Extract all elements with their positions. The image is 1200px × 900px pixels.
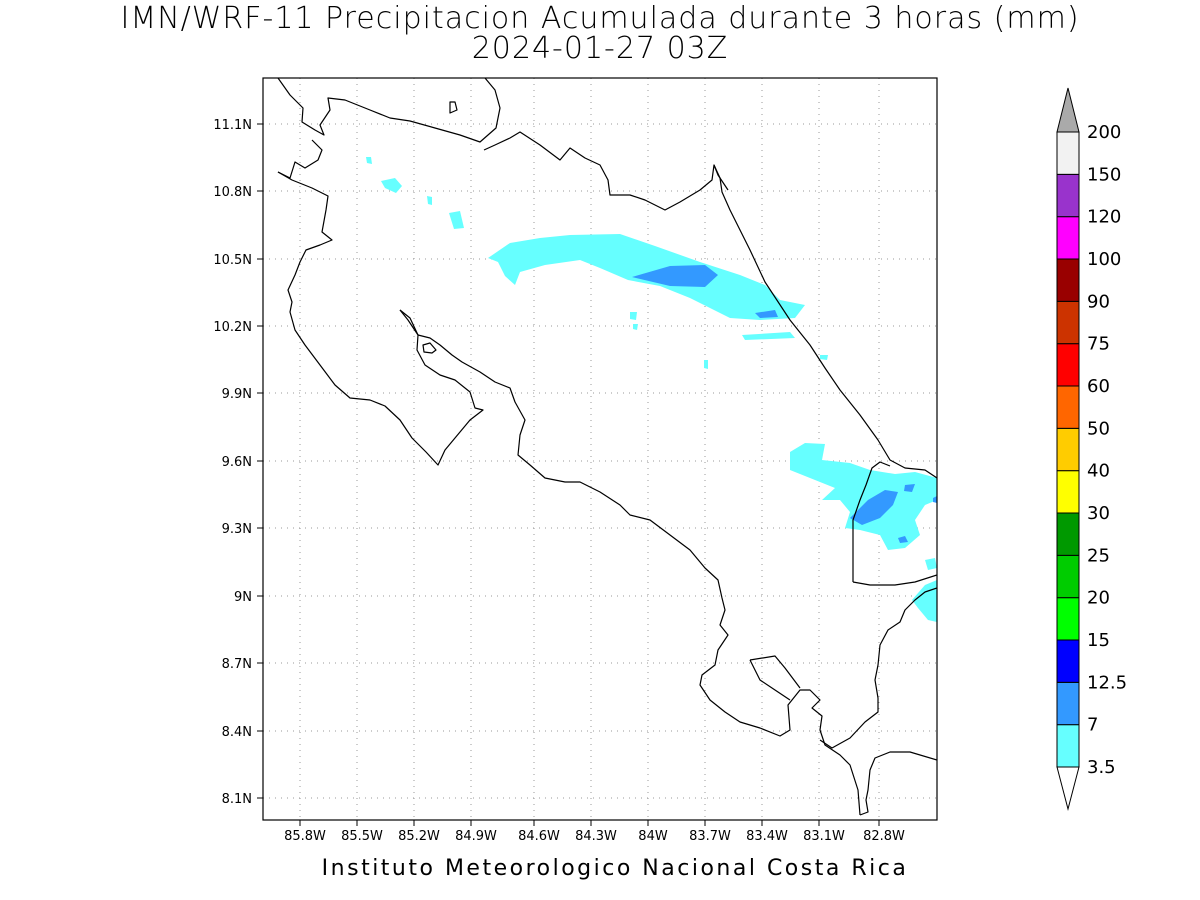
grid-lines xyxy=(263,78,937,820)
latitude-axis: 11.1N 10.8N 10.5N 10.2N 9.9N 9.6N 9.3N 9N 8.7N 8.… xyxy=(213,118,263,807)
colorbar-swatch xyxy=(1056,427,1080,472)
rain-area xyxy=(449,211,464,229)
rain-area xyxy=(898,536,908,543)
lon-tick-label: 83.7W xyxy=(689,829,731,844)
lon-tick-label: 83.4W xyxy=(746,829,788,844)
colorbar-swatch xyxy=(1056,343,1080,387)
map-timestamp: 2024-01-27 03Z xyxy=(471,31,729,66)
lat-tick-label: 10.2N xyxy=(213,320,252,335)
lon-tick-label: 84.9W xyxy=(455,829,497,844)
colorbar-label: 30 xyxy=(1087,503,1110,524)
lat-tick-label: 8.4N xyxy=(222,725,252,740)
colorbar-label: 75 xyxy=(1087,334,1110,355)
colorbar-legend: 3.5 7 12.5 15 20 25 30 40 50 60 75 90 100 120 150 200 xyxy=(1056,87,1127,811)
colorbar-label: 7 xyxy=(1087,715,1098,736)
footer-credit: Instituto Meteorologico Nacional Costa R… xyxy=(321,856,909,881)
plot-frame xyxy=(262,77,938,821)
colorbar-swatch xyxy=(1056,597,1080,641)
colorbar-swatch xyxy=(1056,258,1080,302)
coastlines xyxy=(277,78,937,816)
rain-area xyxy=(820,355,828,360)
lon-tick-label: 84.3W xyxy=(575,829,617,844)
map-title: IMN/WRF-11 Precipitacion Acumulada duran… xyxy=(120,1,1080,36)
lat-tick-label: 10.8N xyxy=(213,185,252,200)
lat-tick-label: 8.7N xyxy=(222,657,252,672)
longitude-axis: 85.8W 85.5W 85.2W 84.9W 84.6W 84.3W 84W 83.7W 83… xyxy=(284,820,905,844)
rain-area xyxy=(630,312,637,320)
colorbar-swatch xyxy=(1056,216,1080,260)
lat-tick-label: 11.1N xyxy=(213,118,252,133)
colorbar-label: 60 xyxy=(1087,376,1110,397)
rain-area xyxy=(742,332,795,340)
colorbar-label: 100 xyxy=(1087,249,1121,270)
colorbar-swatch xyxy=(1056,300,1080,345)
rain-area xyxy=(850,490,898,525)
colorbar-label: 200 xyxy=(1087,122,1121,143)
colorbar-label: 20 xyxy=(1087,588,1110,609)
colorbar-swatch xyxy=(1056,639,1080,683)
lon-tick-label: 83.1W xyxy=(803,829,845,844)
colorbar-label: 25 xyxy=(1087,545,1110,566)
rain-area xyxy=(912,580,937,622)
colorbar-label: 12.5 xyxy=(1087,672,1127,693)
lon-tick-label: 85.2W xyxy=(398,829,440,844)
colorbar-label: 50 xyxy=(1087,418,1110,439)
rain-area xyxy=(632,265,718,287)
colorbar-max-arrow xyxy=(1056,87,1080,133)
lat-tick-label: 9N xyxy=(234,590,252,605)
rain-area xyxy=(427,196,432,205)
lat-tick-label: 9.6N xyxy=(222,455,252,470)
rain-area xyxy=(790,443,937,550)
lat-tick-label: 9.9N xyxy=(222,387,252,402)
colorbar-swatch xyxy=(1056,512,1080,556)
colorbar-label: 120 xyxy=(1087,207,1121,228)
colorbar-swatch xyxy=(1056,470,1080,514)
colorbar-label: 150 xyxy=(1087,164,1121,185)
rain-area xyxy=(704,360,708,369)
rain-area xyxy=(633,324,638,330)
lon-tick-label: 85.5W xyxy=(341,829,383,844)
lat-tick-label: 9.3N xyxy=(222,522,252,537)
colorbar-swatch xyxy=(1056,173,1080,218)
lon-tick-label: 85.8W xyxy=(284,829,326,844)
rain-area xyxy=(925,558,937,570)
lat-tick-label: 10.5N xyxy=(213,253,252,268)
colorbar-label: 90 xyxy=(1087,291,1110,312)
colorbar-swatch xyxy=(1056,554,1080,599)
lat-tick-label: 8.1N xyxy=(222,792,252,807)
colorbar-label: 15 xyxy=(1087,630,1110,651)
rain-area xyxy=(904,484,915,492)
precipitation-areas xyxy=(366,157,937,622)
rain-area xyxy=(933,496,937,503)
colorbar-min-arrow xyxy=(1056,766,1080,811)
lon-tick-label: 84.6W xyxy=(518,829,560,844)
lon-tick-label: 84W xyxy=(638,829,668,844)
colorbar-label: 40 xyxy=(1087,461,1110,482)
colorbar-swatch xyxy=(1056,385,1080,429)
rain-area xyxy=(755,310,778,318)
colorbar-swatch xyxy=(1056,724,1080,768)
lon-tick-label: 82.8W xyxy=(863,829,905,844)
rain-area xyxy=(366,157,372,164)
rain-area xyxy=(381,178,402,193)
colorbar-label: 3.5 xyxy=(1087,757,1116,778)
colorbar-swatch xyxy=(1056,681,1080,726)
colorbar-swatch xyxy=(1056,131,1080,175)
